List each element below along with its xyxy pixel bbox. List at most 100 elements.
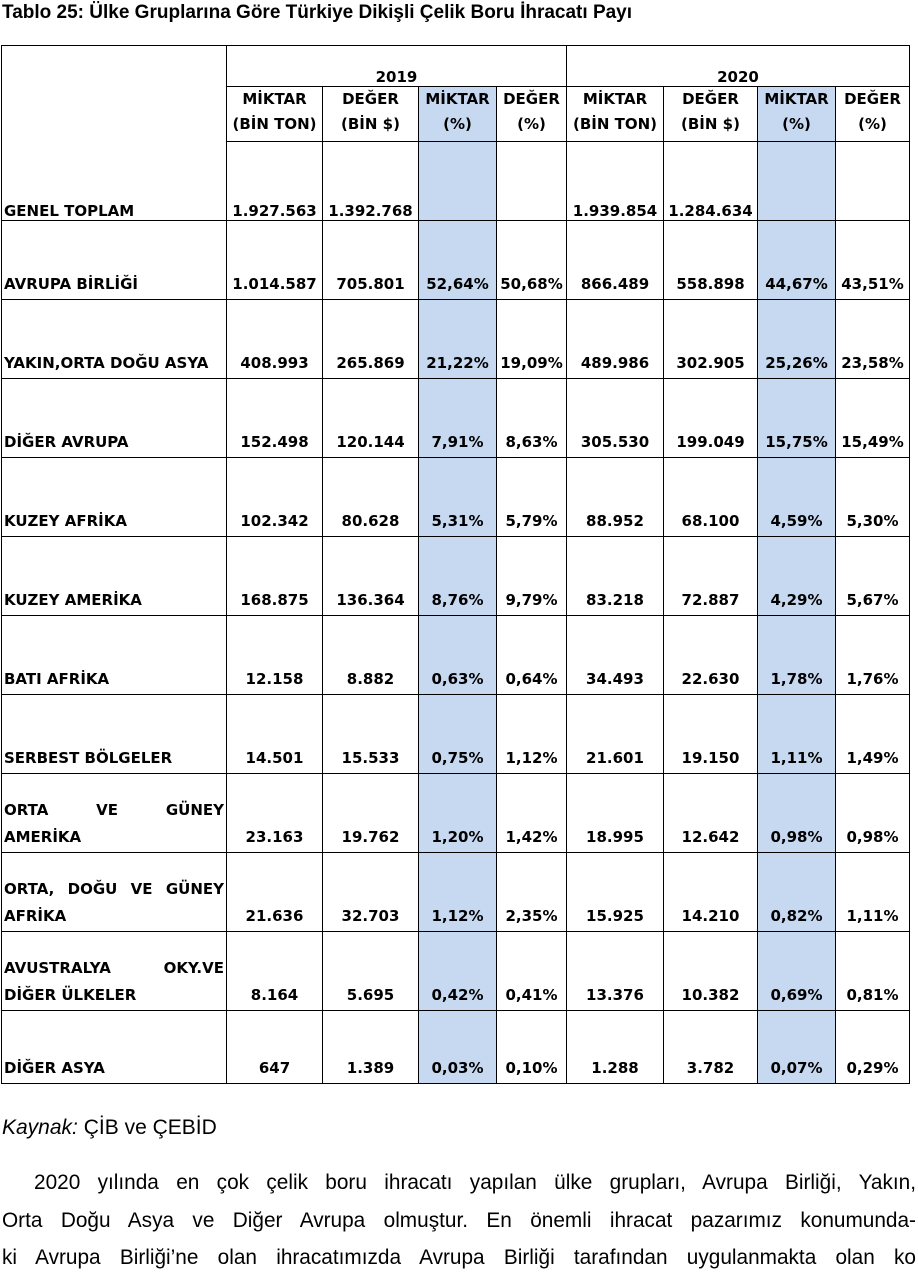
source-label: Kaynak: bbox=[2, 1116, 78, 1139]
table-cell: 34.493 bbox=[566, 615, 664, 695]
table-cell: 2,35% bbox=[496, 852, 567, 932]
column-header-unit: (BİN TON) bbox=[232, 115, 317, 133]
table-cell: 32.703 bbox=[322, 852, 419, 932]
row-label: DİĞER ASYA bbox=[1, 1010, 227, 1084]
table-cell: 1,20% bbox=[418, 773, 497, 853]
column-header-line: MİKTAR bbox=[582, 90, 648, 108]
table-cell: 5,31% bbox=[418, 457, 497, 537]
table-row: AVUSTRALYA OKY.VE DİĞER ÜLKELER 8.164 5.695… bbox=[1, 931, 910, 1011]
body-paragraph: 2020 yılında en çok çelik boru ihracatı … bbox=[2, 1164, 916, 1277]
row-label: GENEL TOPLAM bbox=[4, 202, 135, 220]
row-label-line: KUZEY AMERİKA bbox=[4, 591, 142, 609]
table-cell: 1,11% bbox=[835, 852, 910, 932]
total-cell bbox=[835, 141, 910, 221]
table-cell: 25,26% bbox=[757, 299, 836, 379]
column-header: MİKTAR (%) bbox=[418, 86, 497, 142]
table-cell: 1.014.587 bbox=[226, 220, 323, 300]
column-header-unit: (%) bbox=[782, 115, 811, 133]
table-cell: 408.993 bbox=[226, 299, 323, 379]
export-share-table: GENEL TOPLAM 2019 2020 MİKTAR (BİN TON) DE… bbox=[1, 45, 910, 1084]
table-cell: 68.100 bbox=[663, 457, 758, 537]
table-cell: 8.164 bbox=[226, 931, 323, 1011]
table-cell: 705.801 bbox=[322, 220, 419, 300]
table-row: KUZEY AMERİKA 168.875 136.364 8,76% 9,79% 83.… bbox=[1, 536, 910, 616]
table-row: DİĞER AVRUPA 152.498 120.144 7,91% 8,63% 305.… bbox=[1, 378, 910, 458]
table-cell: 83.218 bbox=[566, 536, 664, 616]
column-header: DEĞER (%) bbox=[496, 86, 567, 142]
total-cell: 1.284.634 bbox=[663, 141, 758, 221]
table-cell: 199.049 bbox=[663, 378, 758, 458]
total-cell bbox=[496, 141, 567, 221]
column-header-unit: (BİN $) bbox=[341, 115, 400, 133]
table-cell: 305.530 bbox=[566, 378, 664, 458]
row-label-line: DİĞER AVRUPA bbox=[4, 433, 129, 451]
row-label-line: AVUSTRALYA OKY.VE bbox=[4, 959, 224, 977]
table-cell: 168.875 bbox=[226, 536, 323, 616]
year-header: 2020 bbox=[566, 45, 910, 87]
table-cell: 18.995 bbox=[566, 773, 664, 853]
year-header-row: GENEL TOPLAM 2019 2020 bbox=[1, 45, 910, 221]
column-header-row: MİKTAR (BİN TON) DEĞER (BİN $) MİKTAR (%) DEĞE… bbox=[2, 86, 910, 142]
table-cell: 9,79% bbox=[496, 536, 567, 616]
row-label: BATI AFRİKA bbox=[1, 615, 227, 695]
table-cell: 1,12% bbox=[418, 852, 497, 932]
column-header: MİKTAR (%) bbox=[757, 86, 836, 142]
row-label: DİĞER AVRUPA bbox=[1, 378, 227, 458]
table-cell: 302.905 bbox=[663, 299, 758, 379]
table-cell: 0,82% bbox=[757, 852, 836, 932]
table-cell: 0,81% bbox=[835, 931, 910, 1011]
row-label: AVUSTRALYA OKY.VE DİĞER ÜLKELER bbox=[1, 931, 227, 1011]
table-cell: 15.925 bbox=[566, 852, 664, 932]
table-cell: 22.630 bbox=[663, 615, 758, 695]
table-cell: 12.158 bbox=[226, 615, 323, 695]
table-cell: 152.498 bbox=[226, 378, 323, 458]
table-cell: 489.986 bbox=[566, 299, 664, 379]
table-cell: 10.382 bbox=[663, 931, 758, 1011]
table-cell: 19,09% bbox=[496, 299, 567, 379]
table-cell: 3.782 bbox=[663, 1010, 758, 1084]
row-label-line: SERBEST BÖLGELER bbox=[4, 749, 173, 767]
paragraph-line: Orta Doğu Asya ve Diğer Avrupa olmuştur.… bbox=[2, 1208, 916, 1232]
row-label: ORTA, DOĞU VE GÜNEY AFRİKA bbox=[1, 852, 227, 932]
table-row: YAKIN,ORTA DOĞU ASYA 408.993 265.869 21,22%… bbox=[1, 299, 910, 379]
table-cell: 265.869 bbox=[322, 299, 419, 379]
column-header-line: MİKTAR bbox=[425, 90, 490, 108]
table-row: AVRUPA BİRLİĞİ 1.014.587 705.801 52,64% 50,6… bbox=[1, 220, 910, 300]
year-header: 2019 bbox=[226, 45, 567, 87]
table-cell: 5.695 bbox=[322, 931, 419, 1011]
row-label-line: KUZEY AFRİKA bbox=[4, 512, 127, 530]
table-cell: 0,03% bbox=[418, 1010, 497, 1084]
table-row: DİĞER ASYA 647 1.389 0,03% 0,10% 1.288 3.782 0,… bbox=[1, 1010, 910, 1084]
row-label: SERBEST BÖLGELER bbox=[1, 694, 227, 774]
table-cell: 21.601 bbox=[566, 694, 664, 774]
table-cell: 15,75% bbox=[757, 378, 836, 458]
table-cell: 8,63% bbox=[496, 378, 567, 458]
table-cell: 72.887 bbox=[663, 536, 758, 616]
column-header-line: MİKTAR bbox=[242, 90, 307, 108]
row-label-line: ORTA VE GÜNEY bbox=[4, 801, 224, 819]
column-header-line: MİKTAR bbox=[764, 90, 829, 108]
table-cell: 44,67% bbox=[757, 220, 836, 300]
table-cell: 23.163 bbox=[226, 773, 323, 853]
row-label-line: DİĞER ASYA bbox=[4, 1059, 105, 1077]
column-header: MİKTAR (BİN TON) bbox=[226, 86, 323, 142]
table-cell: 14.210 bbox=[663, 852, 758, 932]
paragraph-line: ki Avrupa Birliği’ne olan ihracatımızda … bbox=[2, 1246, 916, 1269]
table-cell: 21,22% bbox=[418, 299, 497, 379]
table-row: KUZEY AFRİKA 102.342 80.628 5,31% 5,79% 88.95… bbox=[1, 457, 910, 537]
table-row: BATI AFRİKA 12.158 8.882 0,63% 0,64% 34.493 22… bbox=[1, 615, 910, 695]
table-cell: 120.144 bbox=[322, 378, 419, 458]
row-label-line: AVRUPA BİRLİĞİ bbox=[4, 275, 138, 293]
table-cell: 13.376 bbox=[566, 931, 664, 1011]
table-cell: 1.389 bbox=[322, 1010, 419, 1084]
column-header-unit: (%) bbox=[443, 115, 472, 133]
table-cell: 0,42% bbox=[418, 931, 497, 1011]
table-cell: 15,49% bbox=[835, 378, 910, 458]
table-cell: 1,78% bbox=[757, 615, 836, 695]
table-cell: 14.501 bbox=[226, 694, 323, 774]
table-cell: 5,30% bbox=[835, 457, 910, 537]
table-cell: 4,59% bbox=[757, 457, 836, 537]
row-label: AVRUPA BİRLİĞİ bbox=[1, 220, 227, 300]
table-row: ORTA VE GÜNEY AMERİKA 23.163 19.762 1,20% 1,4… bbox=[1, 773, 910, 853]
column-header-unit: (BİN $) bbox=[681, 115, 740, 133]
